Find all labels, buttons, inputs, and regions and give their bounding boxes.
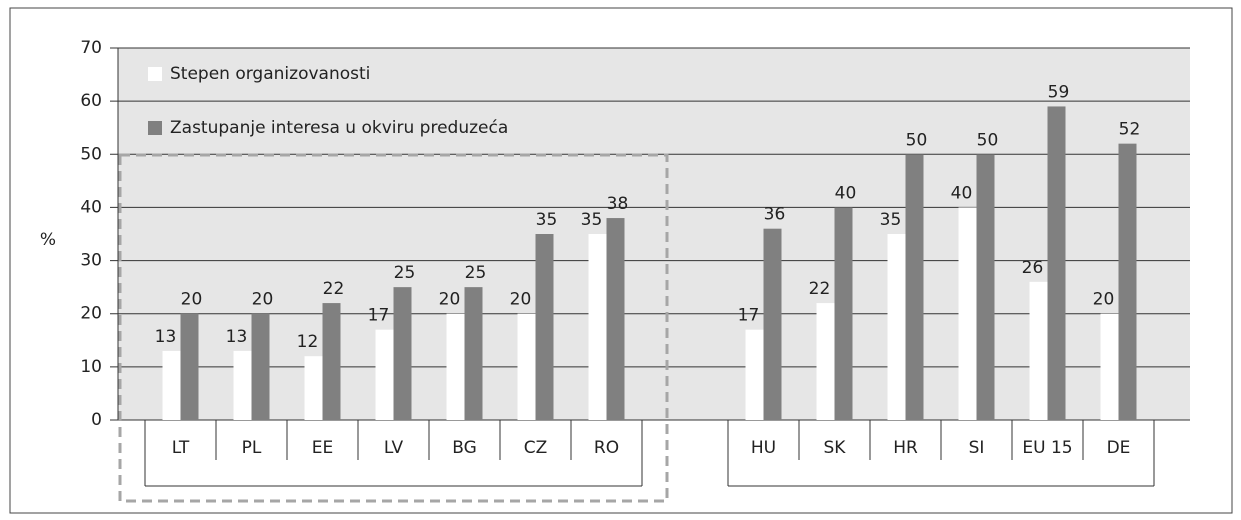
x-tick-label: SK (824, 438, 847, 458)
bar (816, 303, 835, 420)
bar (588, 234, 607, 420)
data-label: 22 (809, 279, 831, 299)
legend-label: Zastupanje interesa u okviru preduzeća (170, 118, 508, 138)
y-tick-label: 70 (80, 38, 102, 58)
bar (233, 350, 252, 420)
y-tick-label: 60 (80, 91, 102, 111)
y-tick-label: 0 (91, 410, 102, 430)
x-tick-label: DE (1107, 438, 1131, 458)
bar (1118, 143, 1137, 420)
data-label: 17 (368, 306, 390, 326)
y-tick-label: 10 (80, 357, 102, 377)
bar (958, 207, 977, 420)
x-tick-label: EU 15 (1022, 438, 1072, 458)
data-label: 25 (465, 263, 487, 283)
y-tick-label: 20 (80, 304, 102, 324)
bar (393, 287, 412, 420)
y-tick-label: 40 (80, 197, 102, 217)
bar (606, 218, 625, 420)
x-tick-label: BG (452, 438, 477, 458)
data-label: 38 (607, 194, 629, 214)
data-label: 20 (510, 290, 532, 310)
data-label: 12 (297, 332, 319, 352)
x-tick-label: EE (312, 438, 333, 458)
bar (162, 350, 181, 420)
data-label: 50 (977, 130, 999, 150)
bar (745, 329, 764, 420)
y-tick-label: 30 (80, 251, 102, 271)
x-tick-label: RO (594, 438, 619, 458)
highlight-box (118, 153, 669, 503)
x-tick-label: PL (242, 438, 262, 458)
data-label: 13 (226, 327, 248, 347)
bar (322, 303, 341, 420)
bar (976, 154, 995, 421)
data-label: 20 (1093, 290, 1115, 310)
y-axis-label: % (40, 230, 56, 250)
x-tick-label: HR (893, 438, 918, 458)
bar (535, 234, 554, 420)
bar (905, 154, 924, 421)
data-label: 40 (835, 183, 857, 203)
x-tick-label: LV (384, 438, 404, 458)
x-tick-label: SI (969, 438, 985, 458)
data-label: 26 (1022, 258, 1044, 278)
bar (180, 313, 199, 420)
bar (517, 313, 536, 420)
data-label: 52 (1119, 120, 1141, 140)
data-label: 35 (880, 210, 902, 230)
x-tick-label: LT (172, 438, 190, 458)
bar (763, 228, 782, 420)
y-tick-label: 50 (80, 144, 102, 164)
data-label: 20 (439, 290, 461, 310)
bar (834, 207, 853, 420)
data-label: 20 (252, 290, 274, 310)
data-label: 36 (764, 205, 786, 225)
data-label: 13 (155, 327, 177, 347)
data-label: 40 (951, 183, 973, 203)
data-label: 35 (581, 210, 603, 230)
legend-label: Stepen organizovanosti (170, 64, 370, 84)
bar (1047, 106, 1066, 420)
data-label: 50 (906, 130, 928, 150)
bar (464, 287, 483, 420)
x-tick-label: HU (751, 438, 776, 458)
data-label: 35 (536, 210, 558, 230)
x-tick-label: CZ (524, 438, 548, 458)
data-label: 20 (181, 290, 203, 310)
data-label: 59 (1048, 82, 1070, 102)
legend-swatch (148, 121, 162, 135)
bar (887, 234, 906, 420)
bar (304, 356, 323, 420)
data-label: 25 (394, 263, 416, 283)
plot-area (118, 48, 1190, 420)
data-label: 22 (323, 279, 345, 299)
bar (446, 313, 465, 420)
data-label: 17 (738, 306, 760, 326)
bar (1100, 313, 1119, 420)
bar (375, 329, 394, 420)
bar (251, 313, 270, 420)
bar (1029, 281, 1048, 420)
legend-swatch (148, 67, 162, 81)
